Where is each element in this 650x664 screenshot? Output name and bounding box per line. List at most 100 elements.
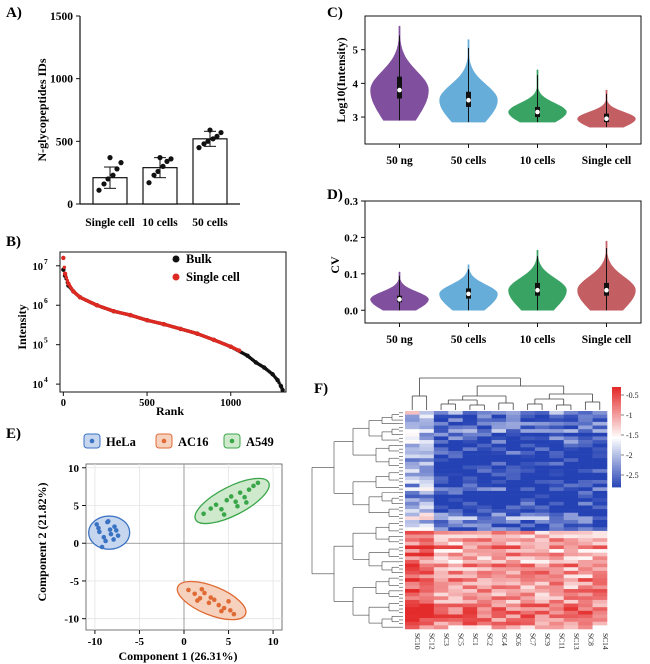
heatmap-cell: [534, 545, 550, 550]
heatmap-cell: [563, 596, 579, 601]
heatmap-cell: [477, 450, 492, 455]
legend-dot-a549: [229, 438, 235, 444]
heatmap-cell: [578, 516, 593, 521]
data-point-single-cell: [128, 312, 133, 318]
heatmap-cell: [405, 414, 420, 419]
heatmap-cell: [491, 443, 507, 448]
heatmap-cell: [433, 436, 449, 441]
heatmap-cell: [549, 545, 565, 550]
heatmap-cell: [506, 538, 521, 543]
heatmap-cell: [419, 538, 435, 543]
heatmap-cell: [578, 487, 593, 492]
legend-color-step: [612, 437, 621, 440]
heatmap-cell: [592, 578, 608, 583]
heatmap-cell: [563, 563, 579, 568]
heatmap-cell: [506, 618, 521, 623]
heatmap-cell: [419, 592, 435, 597]
data-point-single-cell: [101, 181, 107, 187]
heatmap-cell: [534, 523, 550, 528]
heatmap-cell: [462, 621, 478, 626]
heatmap-cell: [534, 589, 550, 593]
legend-label-hela: HeLa: [106, 435, 137, 449]
data-point-single-cell: [110, 172, 116, 178]
heatmap-cell: [520, 618, 536, 623]
heatmap-cell: [563, 429, 579, 434]
data-point-single-cell: [236, 348, 242, 353]
heatmap-cell: [578, 483, 593, 488]
heatmap-cell: [462, 534, 478, 539]
heatmap-cell: [534, 527, 550, 532]
heatmap-cell: [506, 545, 521, 550]
axis-label-y-d: CV: [328, 256, 342, 274]
legend-dot-ac16: [161, 438, 167, 444]
heatmap-cell: [592, 469, 608, 474]
data-point-10-cells: [168, 156, 174, 162]
y-tick-label-e: 5: [74, 501, 80, 513]
column-label-sc5: SC5: [457, 633, 466, 646]
legend-color-step: [612, 455, 621, 458]
legend-color-step: [612, 423, 621, 426]
heatmap-cell: [506, 458, 521, 463]
heatmap-cell: [419, 476, 435, 481]
heatmap-cell: [520, 487, 536, 492]
legend-color-step: [612, 419, 621, 422]
data-point-single-cell: [62, 265, 67, 270]
legend-color-step: [612, 461, 621, 464]
heatmap-cell: [549, 414, 565, 419]
heatmap-cell: [563, 483, 579, 488]
heatmap-cell: [491, 541, 507, 546]
x-tick-label-e: 5: [226, 636, 232, 648]
heatmap-cell: [405, 574, 420, 579]
data-point-ac16: [199, 586, 205, 592]
heatmap-cell: [448, 454, 464, 459]
heatmap-cell: [578, 480, 593, 484]
data-point-50-cells: [218, 129, 224, 136]
heatmap-cell: [491, 585, 507, 590]
heatmap-cell: [549, 494, 565, 499]
legend-tick-label-f: -2: [626, 451, 633, 460]
heatmap-cell: [592, 567, 608, 572]
heatmap-cell: [506, 607, 521, 612]
heatmap-cell: [405, 530, 420, 535]
heatmap-cell: [405, 498, 420, 503]
heatmap-cell: [520, 574, 536, 579]
heatmap-cell: [534, 538, 550, 543]
heatmap-cell: [578, 469, 593, 474]
data-point-a549: [221, 512, 227, 517]
heatmap-cell: [405, 425, 420, 430]
heatmap-cell: [433, 592, 449, 597]
heatmap-cell: [520, 501, 536, 506]
heatmap-cell: [477, 603, 492, 608]
heatmap-cell: [563, 538, 579, 543]
heatmap-cell: [491, 618, 507, 623]
heatmap-cell: [578, 509, 593, 514]
heatmap-cell: [520, 545, 536, 550]
heatmap-cell: [592, 429, 608, 434]
legend-color-step: [612, 473, 621, 476]
heatmap-cell: [506, 454, 521, 459]
heatmap-cell: [433, 487, 449, 492]
heatmap-cell: [448, 603, 464, 608]
heatmap-cell: [477, 440, 492, 444]
legend-color-step: [612, 453, 621, 456]
heatmap-cell: [506, 476, 521, 481]
heatmap-cell: [433, 450, 449, 455]
heatmap-cell: [405, 545, 420, 550]
heatmap-cell: [506, 494, 521, 499]
heatmap-cell: [448, 443, 464, 448]
heatmap-cell: [506, 585, 521, 590]
data-point-ac16: [206, 600, 212, 606]
heatmap-cell: [419, 552, 435, 557]
y-tick-label-b: 10: [33, 341, 44, 352]
heatmap-cell: [419, 450, 435, 455]
heatmap-cell: [520, 581, 536, 586]
heatmap-cell: [448, 458, 464, 463]
heatmap-cell: [433, 418, 449, 423]
legend-color-step: [612, 421, 621, 424]
heatmap-cell: [448, 494, 464, 499]
heatmap-cell: [592, 527, 608, 532]
heatmap-cell: [433, 589, 449, 593]
heatmap-cell: [477, 574, 492, 579]
heatmap-cell: [506, 505, 521, 510]
heatmap-cell: [491, 418, 507, 423]
